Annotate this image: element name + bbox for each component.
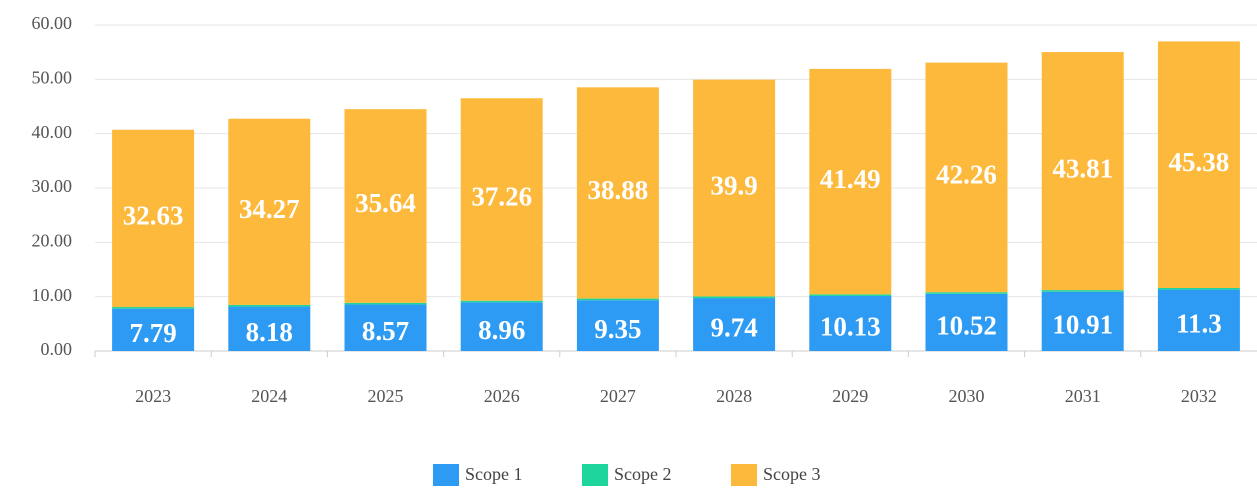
bar-segment bbox=[112, 307, 195, 309]
x-tick-label: 2030 bbox=[949, 386, 985, 406]
bar-segment bbox=[460, 98, 543, 301]
bar-segment bbox=[693, 298, 776, 351]
y-tick-label: 30.00 bbox=[32, 176, 73, 196]
data-label: 42.26 bbox=[936, 160, 997, 190]
bar-segment bbox=[809, 294, 892, 296]
bar-segment bbox=[576, 87, 659, 299]
bar-segment bbox=[460, 302, 543, 351]
bar-segment bbox=[1157, 289, 1240, 351]
bar-segment bbox=[809, 68, 892, 295]
bar-segment bbox=[228, 306, 311, 351]
x-tick-label: 2024 bbox=[251, 386, 287, 406]
legend-swatch bbox=[582, 464, 608, 486]
legend-swatch bbox=[433, 464, 459, 486]
x-tick-label: 2026 bbox=[484, 386, 520, 406]
bar-segment bbox=[809, 295, 892, 351]
data-label: 9.74 bbox=[710, 313, 757, 343]
bar-segment bbox=[1041, 290, 1124, 292]
x-tick-label: 2028 bbox=[716, 386, 752, 406]
data-label: 41.49 bbox=[820, 164, 881, 194]
x-tick-label: 2025 bbox=[368, 386, 404, 406]
data-label: 9.35 bbox=[594, 314, 641, 344]
bar-segment bbox=[576, 298, 659, 301]
bar-segment bbox=[344, 304, 427, 351]
bar-segment bbox=[228, 118, 311, 305]
data-label: 8.96 bbox=[478, 315, 525, 345]
y-tick-label: 0.00 bbox=[41, 339, 73, 359]
data-label: 39.9 bbox=[710, 170, 757, 200]
legend-label: Scope 3 bbox=[763, 464, 821, 484]
bar-segment bbox=[693, 296, 776, 299]
x-tick-label: 2031 bbox=[1065, 386, 1101, 406]
y-tick-label: 50.00 bbox=[32, 67, 73, 87]
data-label: 11.3 bbox=[1176, 309, 1222, 339]
data-label: 35.64 bbox=[355, 188, 416, 218]
data-label: 10.52 bbox=[936, 311, 997, 341]
data-label: 38.88 bbox=[588, 175, 649, 205]
x-tick-label: 2023 bbox=[135, 386, 171, 406]
bar-segment bbox=[1041, 291, 1124, 351]
data-label: 8.18 bbox=[246, 317, 293, 347]
y-tick-label: 10.00 bbox=[32, 285, 73, 305]
data-label: 10.13 bbox=[820, 312, 881, 342]
bar-segment bbox=[112, 129, 195, 308]
bar-segment bbox=[925, 293, 1008, 351]
legend-label: Scope 1 bbox=[465, 464, 523, 484]
data-label: 37.26 bbox=[471, 182, 532, 212]
x-tick-label: 2032 bbox=[1181, 386, 1217, 406]
bar-segment bbox=[344, 109, 427, 303]
legend-swatch bbox=[731, 464, 757, 486]
y-tick-label: 60.00 bbox=[32, 13, 73, 33]
bar-segment bbox=[925, 62, 1008, 293]
bar-segment bbox=[228, 304, 311, 307]
x-tick-label: 2027 bbox=[600, 386, 636, 406]
data-label: 7.79 bbox=[129, 318, 176, 348]
bar-segment bbox=[1157, 41, 1240, 288]
bar-segment bbox=[112, 308, 195, 351]
bar-segment bbox=[460, 300, 543, 303]
y-tick-label: 40.00 bbox=[32, 122, 73, 142]
bar-segment bbox=[693, 79, 776, 297]
x-tick-label: 2029 bbox=[832, 386, 868, 406]
data-label: 8.57 bbox=[362, 316, 409, 346]
data-label: 34.27 bbox=[239, 194, 300, 224]
y-tick-label: 20.00 bbox=[32, 230, 73, 250]
bar-segment bbox=[1041, 52, 1124, 291]
bar-segment bbox=[344, 302, 427, 305]
bar-segment bbox=[1157, 287, 1240, 290]
bar-segment bbox=[576, 300, 659, 351]
bar-segment bbox=[925, 292, 1008, 294]
data-label: 10.91 bbox=[1052, 310, 1113, 340]
legend-label: Scope 2 bbox=[614, 464, 672, 484]
data-label: 45.38 bbox=[1169, 147, 1230, 177]
data-label: 43.81 bbox=[1052, 153, 1113, 183]
data-label: 32.63 bbox=[123, 201, 184, 231]
